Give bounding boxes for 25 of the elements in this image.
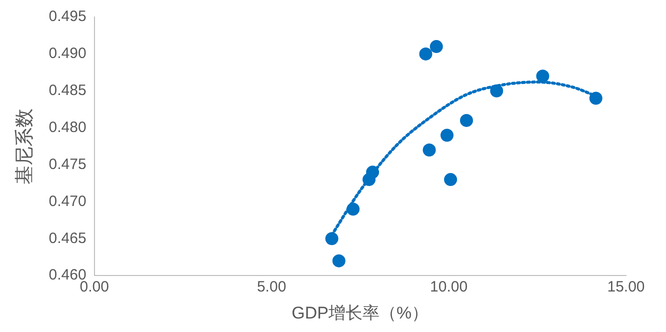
- x-tick-label: 10.00: [430, 278, 468, 296]
- point: [440, 128, 454, 142]
- point: [332, 254, 346, 268]
- y-tick-label: 0.495: [48, 8, 86, 26]
- point: [422, 143, 436, 156]
- point: [460, 114, 473, 127]
- x-axis-title: GDP增长率（%）: [292, 303, 429, 322]
- point: [589, 92, 602, 105]
- y-tick-label: 0.465: [48, 230, 86, 247]
- y-tick-label: 0.470: [48, 192, 86, 210]
- x-tick-label: 5.00: [256, 278, 286, 296]
- point: [444, 173, 458, 186]
- point: [325, 232, 338, 246]
- y-tick-label: 0.485: [48, 82, 86, 100]
- point: [366, 166, 380, 179]
- point: [430, 40, 443, 54]
- point: [346, 202, 360, 216]
- y-axis-title: 基尼系数: [14, 108, 36, 184]
- y-tick-label: 0.475: [48, 156, 86, 173]
- y-tick-label: 0.480: [48, 118, 86, 136]
- y-tick-label: 0.490: [48, 45, 86, 62]
- point: [536, 70, 550, 83]
- point: [419, 47, 432, 60]
- x-tick-label: 15.00: [607, 278, 645, 296]
- point: [490, 84, 504, 98]
